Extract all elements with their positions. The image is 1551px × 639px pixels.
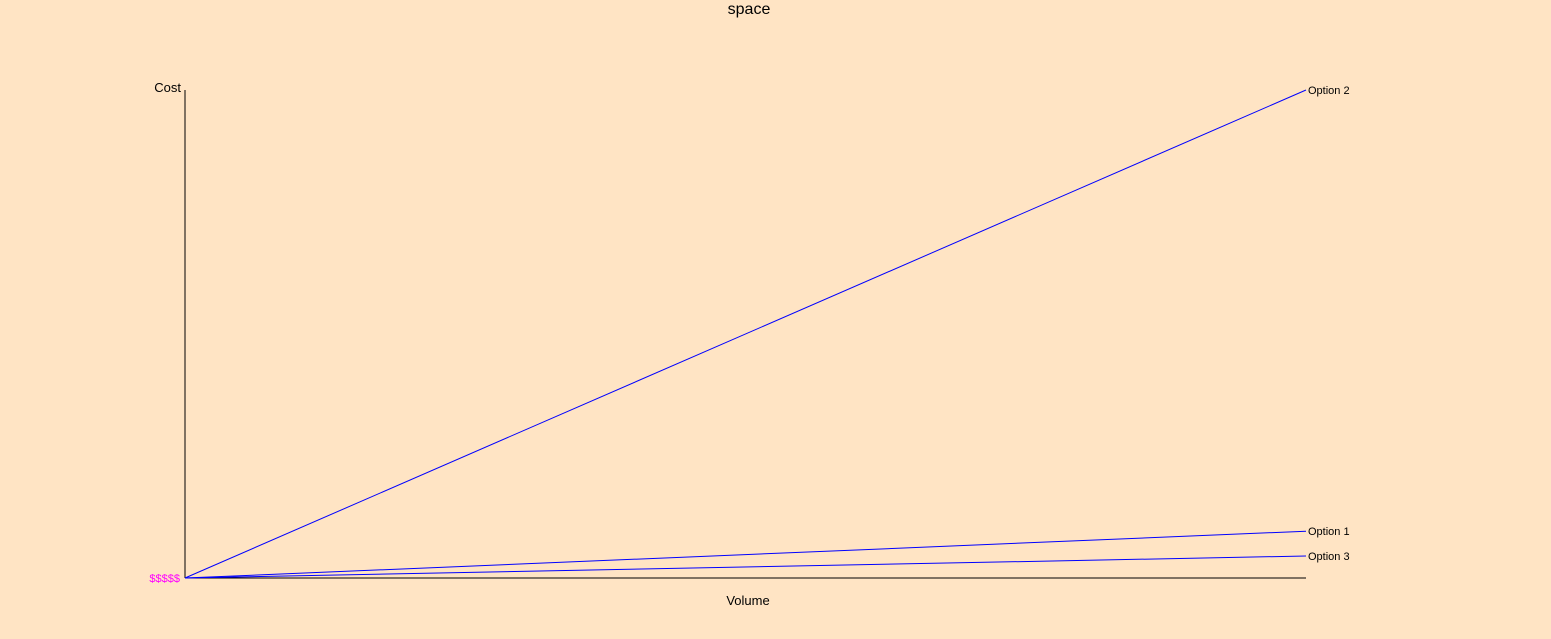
chart-title: space (728, 1, 771, 18)
series-label-option-3: Option 3 (1308, 551, 1350, 563)
series-group: Option 1 Option 2 Option 3 (184, 85, 1350, 579)
series-line-option-3 (184, 555, 1307, 579)
series-line-option-1 (184, 530, 1307, 579)
y-axis-label: Cost (154, 80, 181, 95)
series-label-option-2: Option 2 (1308, 85, 1350, 97)
series-line-option-2 (184, 89, 1307, 579)
series-label-option-1: Option 1 (1308, 526, 1350, 538)
y-tick-labels: $$$$$ (149, 573, 180, 585)
x-axis-label: Volume (726, 593, 769, 608)
